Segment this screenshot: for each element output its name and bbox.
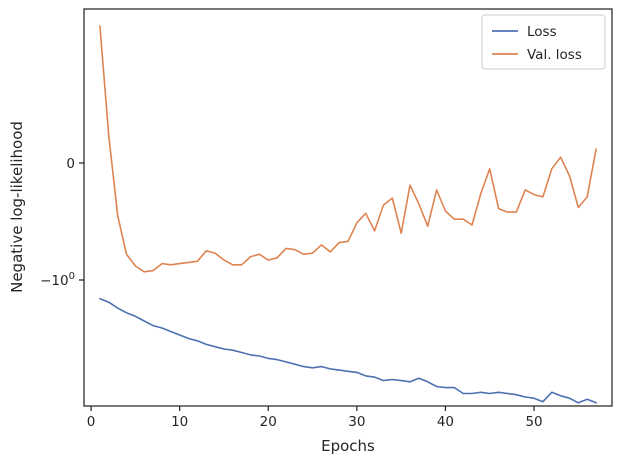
y-tick-label: 0 bbox=[66, 156, 75, 172]
x-tick-label: 10 bbox=[171, 414, 188, 430]
legend-label: Val. loss bbox=[527, 47, 582, 63]
legend: Loss Val. loss bbox=[481, 14, 606, 70]
series-layer bbox=[99, 25, 597, 404]
y-tick-label: −100 bbox=[40, 271, 75, 289]
legend-box bbox=[481, 14, 606, 70]
series-line-val-loss bbox=[99, 25, 597, 273]
series-line-loss bbox=[99, 297, 597, 404]
x-tick-label: 40 bbox=[437, 414, 454, 430]
y-tick-label-exponent: 0 bbox=[69, 271, 75, 282]
plot-frame bbox=[83, 8, 613, 407]
x-tick-label: 50 bbox=[525, 414, 542, 430]
x-tick-label: 30 bbox=[348, 414, 365, 430]
x-tick-label: 20 bbox=[260, 414, 277, 430]
x-tick-label: 0 bbox=[87, 414, 96, 430]
y-tick-label-base: −10 bbox=[40, 273, 69, 289]
legend-label: Loss bbox=[527, 24, 557, 40]
x-ticks: 0 10 20 30 40 50 bbox=[87, 406, 543, 430]
y-ticks: 0−100 bbox=[40, 156, 84, 289]
x-axis-label: Epochs bbox=[321, 437, 375, 455]
y-axis-label: Negative log-likelihood bbox=[8, 121, 26, 293]
